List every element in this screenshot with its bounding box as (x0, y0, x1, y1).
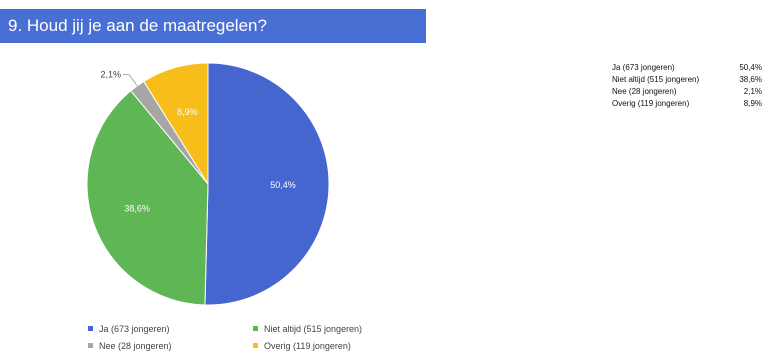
title-bar: 9. Houd jij je aan de maatregelen? (0, 9, 426, 43)
chart-legend: Ja (673 jongeren) Niet altijd (515 jonge… (88, 320, 418, 354)
slice-leader-nee (122, 74, 138, 87)
legend-item-nee: Nee (28 jongeren) (88, 339, 172, 353)
summary-row: Ja (673 jongeren) 50,4% (612, 62, 762, 74)
summary-row: Overig (119 jongeren) 8,9% (612, 98, 762, 110)
legend-swatch-niet-altijd (253, 326, 258, 332)
summary-row: Nee (28 jongeren) 2,1% (612, 86, 762, 98)
legend-swatch-ja (88, 326, 93, 332)
pie-slice-ja (204, 62, 330, 306)
legend-swatch-nee (88, 343, 93, 349)
summary-row: Niet altijd (515 jongeren) 38,6% (612, 74, 762, 86)
pie-slice-niet-altijd (86, 90, 209, 306)
legend-label-niet-altijd: Niet altijd (515 jongeren) (264, 324, 363, 334)
legend-label-nee: Nee (28 jongeren) (99, 341, 172, 351)
pie-slice-overig (143, 62, 209, 186)
page-title: 9. Houd jij je aan de maatregelen? (8, 16, 267, 35)
summary-label: Ja (673 jongeren) (612, 63, 675, 72)
summary-label: Overig (119 jongeren) (612, 99, 690, 108)
slice-label-nee: 2,1% (100, 70, 121, 80)
legend-label-ja: Ja (673 jongeren) (99, 324, 170, 334)
summary-value: 38,6% (739, 75, 762, 84)
slice-label-overig: 8,9% (177, 107, 198, 117)
legend-item-overig: Overig (119 jongeren) (253, 339, 351, 353)
legend-swatch-overig (253, 343, 258, 349)
summary-label: Niet altijd (515 jongeren) (612, 75, 700, 84)
slice-label-niet-altijd: 38,6% (124, 204, 150, 214)
summary-label: Nee (28 jongeren) (612, 87, 677, 96)
legend-item-ja: Ja (673 jongeren) (88, 322, 170, 336)
slice-label-ja: 50,4% (270, 180, 296, 190)
legend-item-niet-altijd: Niet altijd (515 jongeren) (253, 322, 362, 336)
summary-value: 8,9% (743, 99, 762, 108)
legend-label-overig: Overig (119 jongeren) (264, 341, 351, 351)
summary-value: 50,4% (739, 63, 762, 72)
summary-value: 2,1% (743, 87, 762, 96)
summary-table: Ja (673 jongeren) 50,4% Niet altijd (515… (612, 62, 762, 110)
